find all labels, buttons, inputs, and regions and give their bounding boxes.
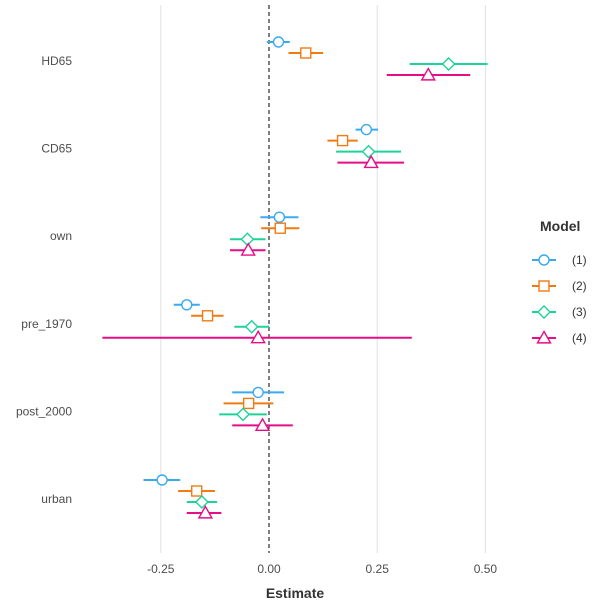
point-urban-model-4: [197, 505, 214, 519]
y-tick-label-pre_1970: pre_1970: [21, 317, 72, 331]
x-tick-label-2: 0.25: [366, 562, 390, 576]
point-HD65-model-3: [441, 57, 456, 71]
legend-label-model-2: (2): [572, 279, 587, 293]
point-CD65-model-2: [336, 134, 349, 147]
x-tick-label-0: -0.25: [147, 562, 175, 576]
y-tick-label-own: own: [50, 229, 72, 243]
y-tick-label-urban: urban: [41, 492, 72, 506]
point-own-model-1: [273, 211, 286, 223]
legend-label-model-1: (1): [572, 253, 587, 267]
point-pre_1970-model-1: [181, 299, 193, 311]
point-post_2000-model-4: [254, 417, 271, 431]
legend-key-symbol-model-1: [538, 254, 550, 266]
data-marks: [102, 36, 488, 519]
point-pre_1970-model-2: [201, 310, 214, 322]
legend-label-model-4: (4): [572, 331, 587, 345]
point-urban-model-3: [194, 495, 209, 509]
point-CD65-model-3: [361, 144, 376, 159]
point-own-model-2: [274, 222, 286, 234]
legend-key-symbol-model-4: [536, 330, 552, 344]
point-urban-model-2: [191, 485, 203, 497]
x-axis-title: Estimate: [266, 585, 325, 601]
y-tick-label-HD65: HD65: [41, 54, 72, 68]
point-pre_1970-model-3: [244, 319, 259, 334]
point-own-model-4: [240, 242, 256, 256]
y-tick-label-CD65: CD65: [41, 142, 72, 156]
x-tick-label-3: 0.50: [474, 562, 498, 576]
point-post_2000-model-1: [252, 386, 264, 399]
y-tick-label-post_2000: post_2000: [16, 404, 72, 418]
point-CD65-model-4: [363, 154, 379, 169]
legend: Model (1) (2) (3) (4): [532, 218, 587, 345]
point-HD65-model-2: [300, 47, 312, 59]
legend-title: Model: [540, 218, 580, 234]
grid-lines: [160, 5, 486, 553]
legend-key-symbol-model-3: [537, 305, 551, 319]
point-CD65-model-1: [360, 123, 373, 136]
legend-label-model-3: (3): [572, 305, 587, 319]
x-tick-labels: -0.25 0.00 0.25 0.50: [147, 562, 497, 576]
legend-key-symbol-model-2: [538, 280, 550, 292]
point-pre_1970-model-4: [250, 329, 266, 344]
x-tick-label-1: 0.00: [257, 562, 281, 576]
point-post_2000-model-2: [242, 397, 255, 410]
point-HD65-model-1: [272, 36, 285, 48]
point-post_2000-model-3: [236, 407, 251, 422]
point-own-model-3: [240, 232, 255, 247]
point-HD65-model-4: [420, 67, 436, 81]
point-urban-model-1: [156, 474, 168, 486]
